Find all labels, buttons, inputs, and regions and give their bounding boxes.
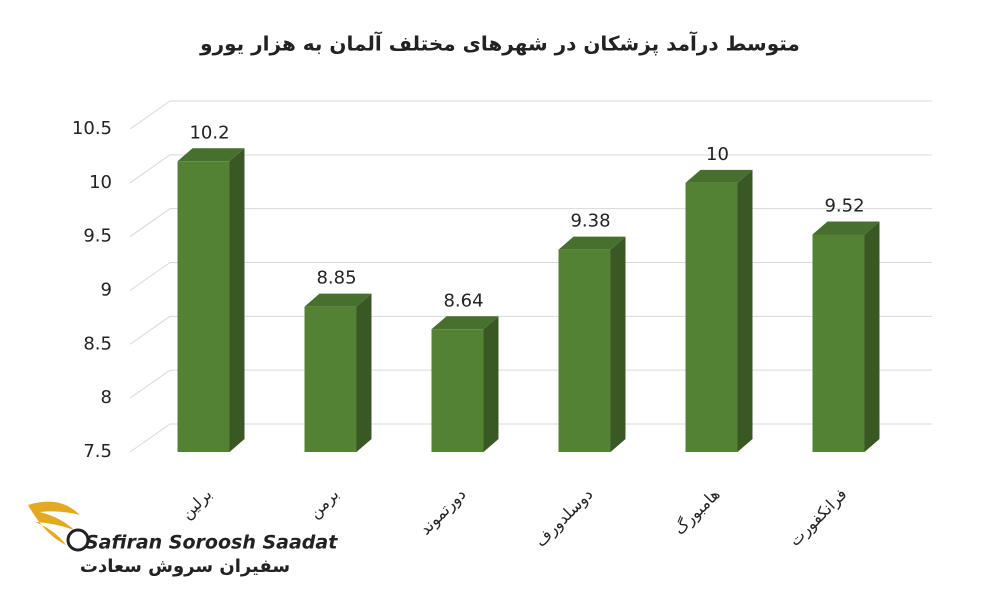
bar-front (304, 306, 357, 452)
bar (685, 169, 753, 453)
data-label: 9.52 (824, 196, 864, 217)
x-tick-label: برلین (177, 485, 216, 524)
logo-persian: سفیران سروش سعادت (80, 556, 290, 577)
bar-top (177, 148, 245, 162)
bar-top (812, 221, 880, 235)
data-label: 9.38 (570, 211, 610, 232)
grid-floor-line (129, 208, 171, 238)
bar (812, 221, 880, 452)
x-tick-label: هامبورگ (670, 485, 724, 539)
logo: Safiran Soroosh Saadat سفیران سروش سعادت (28, 501, 338, 577)
grid-floor-line (129, 423, 171, 453)
data-label: 10 (706, 144, 729, 165)
data-label: 10.2 (189, 122, 229, 143)
bar-side (483, 316, 499, 452)
bar (177, 148, 245, 453)
x-tick-label: برمن (305, 485, 343, 523)
bar-top (304, 293, 372, 307)
bar-front (812, 234, 865, 452)
grid-floor-line (129, 315, 171, 345)
grid-floor-line (129, 262, 171, 291)
bar-side (229, 148, 245, 453)
x-tick-label: دوسلدورف (531, 485, 597, 551)
bar-front (431, 329, 484, 452)
y-tick-label: 9.5 (83, 226, 112, 247)
bar-top (431, 316, 499, 330)
grid-floor-line (129, 154, 171, 184)
y-tick-label: 8 (101, 387, 112, 408)
bar-front (558, 249, 611, 452)
logo-wing (28, 501, 80, 545)
bar (304, 293, 372, 452)
bar (558, 236, 626, 452)
logo-latin: Safiran Soroosh Saadat (85, 532, 338, 554)
y-tick-label: 8.5 (83, 333, 112, 354)
logo-mark (66, 528, 90, 552)
x-tick-label: دورتموند (415, 485, 470, 540)
grid-floor-line (129, 100, 171, 130)
x-tick-label: فرانکفورت (785, 485, 851, 551)
chart-title: متوسط درآمد پزشکان در شهرهای مختلف آلمان… (199, 31, 800, 57)
bar-top (558, 236, 626, 250)
y-tick-label: 10 (89, 172, 112, 193)
bar-front (177, 161, 230, 453)
bar-top (685, 169, 753, 183)
data-label: 8.64 (443, 290, 483, 311)
data-label: 8.85 (316, 268, 356, 289)
bar-front (685, 182, 738, 453)
bar-side (610, 236, 626, 452)
bar-side (737, 169, 753, 453)
y-tick-label: 9 (101, 280, 112, 301)
y-tick-label: 7.5 (83, 441, 112, 462)
grid-floor-line (129, 369, 171, 399)
bar-side (864, 221, 880, 452)
bar (431, 316, 499, 452)
y-tick-label: 10.5 (72, 118, 112, 139)
bar-side (356, 293, 372, 452)
